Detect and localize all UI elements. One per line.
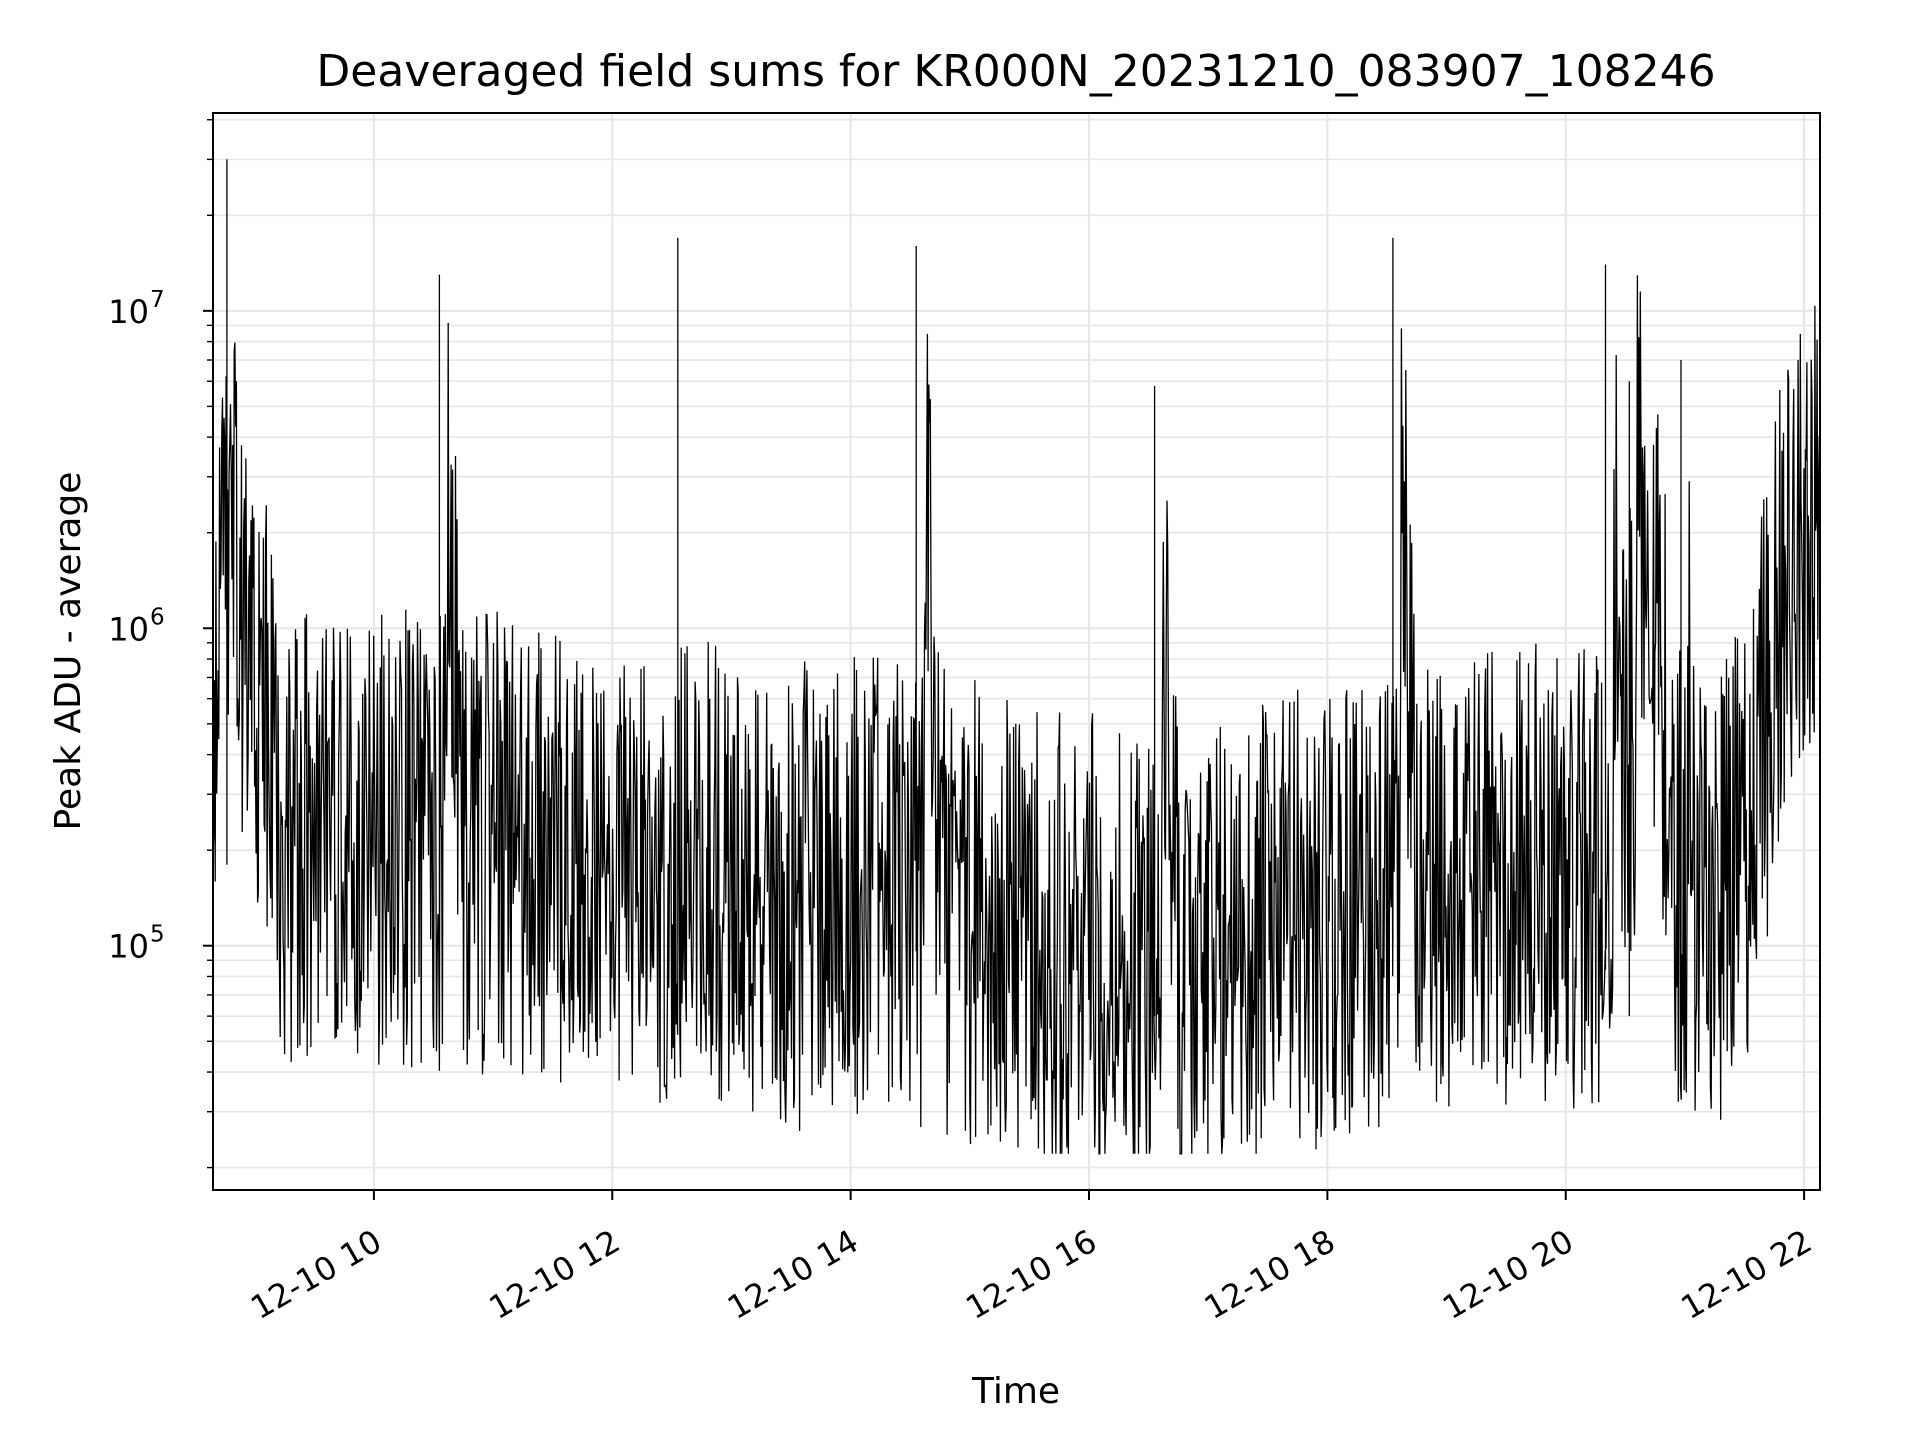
plot-area (213, 159, 1820, 1155)
y-tick-label: 10 (108, 928, 149, 966)
y-tick-exponent: 6 (150, 604, 165, 630)
x-axis-label: Time (971, 1371, 1060, 1412)
y-tick-exponent: 5 (150, 922, 165, 948)
y-tick-label: 10 (108, 610, 149, 648)
y-tick-label: 10 (108, 293, 149, 331)
y-tick-exponent: 7 (150, 287, 165, 313)
y-axis-label: Peak ADU - average (48, 472, 89, 831)
series-line (213, 159, 1820, 1155)
chart-title: Deaveraged field sums for KR000N_2023121… (316, 46, 1715, 97)
plot-frame (212, 112, 1821, 1191)
